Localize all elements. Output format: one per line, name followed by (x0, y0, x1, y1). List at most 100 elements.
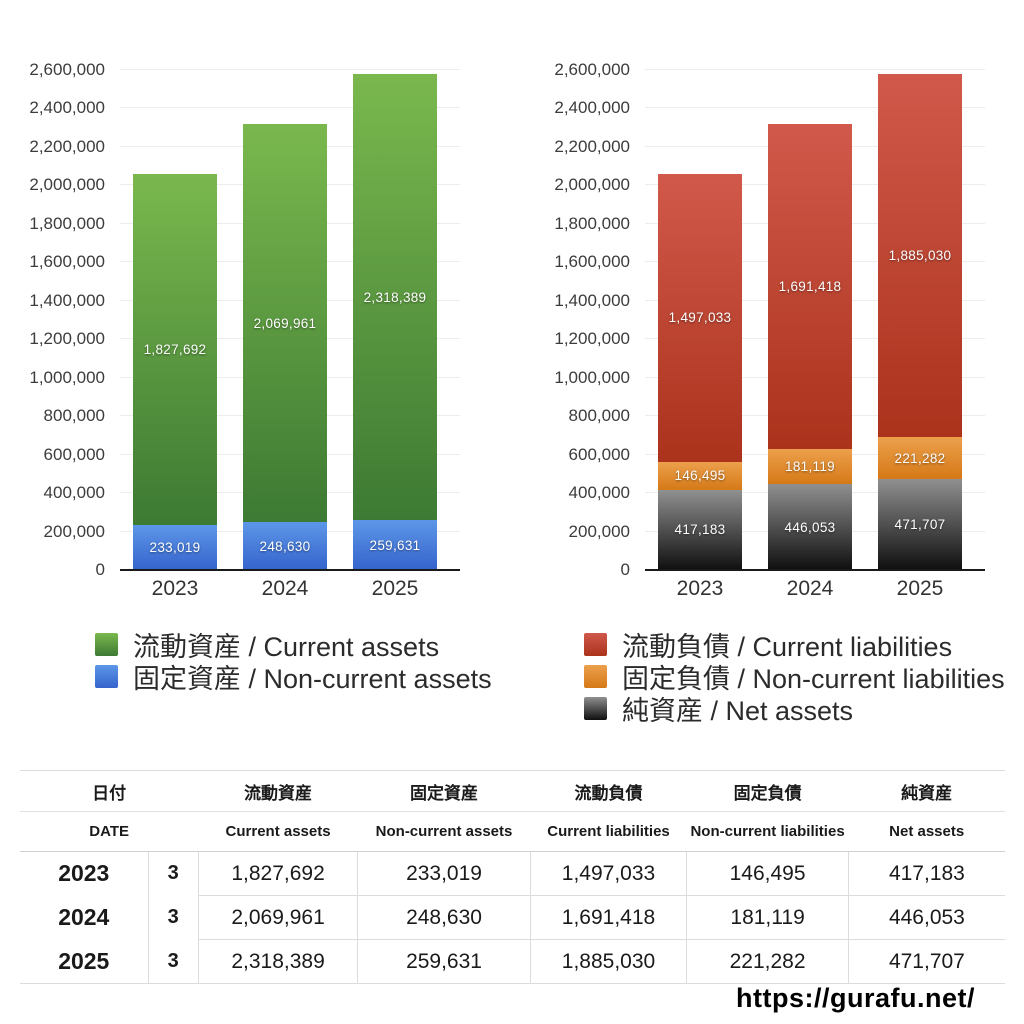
bar-segment: 259,631 (353, 520, 437, 570)
bar-value-label: 446,053 (784, 519, 836, 535)
legend-label-non-current-assets: 固定資産 / Non-current assets (133, 663, 492, 694)
assets-legend: 流動資産 / Current assets 固定資産 / Non-current… (95, 628, 492, 694)
x-tick-label: 2025 (896, 577, 944, 600)
cell-value-1: 233,019 (357, 851, 531, 896)
bar-segment: 417,183 (658, 489, 742, 570)
gridline (645, 107, 985, 109)
bar-segment: 181,119 (768, 449, 852, 485)
bar-value-label: 471,707 (894, 517, 946, 533)
bar-value-label: 259,631 (369, 537, 421, 553)
bar-segment: 146,495 (658, 461, 742, 490)
y-tick-label: 2,400,000 (29, 98, 105, 118)
header-en-2: Non-current assets (357, 811, 531, 852)
cell-value-4: 417,183 (888, 861, 965, 885)
y-tick-label: 1,800,000 (554, 213, 630, 233)
y-tick-label: 2,200,000 (29, 136, 105, 156)
bar-value-label: 1,885,030 (888, 248, 952, 263)
legend-label-current-assets: 流動資産 / Current assets (133, 631, 440, 662)
cell-value-4: 471,707 (848, 939, 1005, 984)
header-jp-3: 流動負債 (530, 770, 687, 812)
y-tick-label: 2,600,000 (554, 60, 630, 79)
cell-value-3: 181,119 (686, 895, 849, 940)
cell-value-0: 2,069,961 (198, 895, 359, 940)
header-en-0: DATE (20, 811, 199, 852)
y-tick-label: 0 (620, 560, 630, 579)
cell-value-2: 1,885,030 (530, 939, 688, 984)
bar-2023: 233,019 1,827,692 2023 (133, 70, 217, 600)
y-tick-label: 2,600,000 (29, 60, 105, 79)
y-tick-label: 800,000 (43, 406, 105, 426)
legend-label-current-liabilities: 流動負債 / Current liabilities (622, 631, 953, 662)
y-tick-label: 1,200,000 (554, 329, 630, 349)
cell-value-2: 1,497,033 (530, 851, 688, 896)
bar-stack: 248,630 2,069,961 (243, 124, 327, 570)
legend-item-non-current-liabilities: 固定負債 / Non-current liabilities (584, 660, 1005, 694)
bar-2024: 248,630 2,069,961 2024 (243, 70, 327, 600)
cell-value-0: 2,318,389 (198, 939, 359, 984)
y-tick-label: 200,000 (43, 521, 105, 541)
cell-year: 2023 (20, 851, 149, 896)
bar-2023: 417,183 146,495 1,497,033 2023 (658, 70, 742, 600)
legend-label-non-current-liabilities: 固定負債 / Non-current liabilities (622, 663, 1005, 694)
liabilities-stacked-bar-chart: 0 200,000 400,000 600,000 800,000 1,000,000 1,… (554, 60, 985, 600)
y-tick-label: 2,200,000 (554, 136, 630, 156)
y-tick-label: 600,000 (568, 444, 630, 464)
cell-month: 3 (148, 939, 199, 984)
site-url-link[interactable]: https://gurafu.net/ (736, 983, 975, 1013)
bar-value-label: 1,497,033 (668, 310, 732, 326)
x-tick-label: 2024 (261, 577, 309, 600)
table-header-japanese: 日付 流動資産 固定資産 流動負債 固定負債 純資産 (20, 770, 1005, 812)
bar-segment: 2,318,389 (353, 74, 437, 521)
data-table: 日付 流動資産 固定資産 流動負債 固定負債 純資産 DATE Current assets… (20, 770, 1005, 984)
y-tick-label: 1,000,000 (29, 367, 105, 387)
legend-swatch-non-current-liabilities (584, 664, 607, 688)
bar-2025: 259,631 2,318,389 2025 (353, 70, 437, 600)
header-en-1: Current assets (198, 811, 358, 852)
y-tick-label: 0 (95, 560, 105, 579)
bar-stack: 471,707 221,282 1,885,030 (878, 74, 962, 570)
bar-value-label: 146,495 (674, 468, 726, 484)
bar-segment: 1,691,418 (768, 124, 852, 450)
y-tick-label: 2,000,000 (29, 175, 105, 195)
bar-value-label: 1,827,692 (143, 341, 207, 357)
bar-value-label: 2,069,961 (253, 315, 317, 331)
cell-year: 2024 (20, 895, 149, 940)
gridline (120, 107, 460, 109)
legend-item-non-current-assets: 固定資産 / Non-current assets (95, 660, 492, 694)
bar-stack: 259,631 2,318,389 (353, 74, 437, 570)
y-tick-label: 400,000 (43, 483, 105, 503)
y-tick-label: 1,400,000 (29, 290, 105, 310)
bar-segment: 471,707 (878, 479, 962, 570)
header-jp-5: 純資産 (848, 770, 1005, 812)
header-en-5: Net assets (848, 811, 1005, 852)
y-tick-label: 1,800,000 (29, 213, 105, 233)
y-tick-label: 600,000 (43, 444, 105, 464)
header-jp-2: 固定資産 (357, 770, 531, 812)
cell-month: 3 (148, 895, 199, 940)
bar-2024: 446,053 181,119 1,691,418 2024 (768, 70, 852, 600)
x-tick-label: 2023 (676, 577, 724, 600)
table-row-2024: 2024 3 2,069,961 248,630 1,691,418 181,119 446… (20, 895, 1005, 940)
x-tick-label: 2023 (151, 577, 199, 600)
bar-value-label: 181,119 (785, 459, 835, 475)
cell-month: 3 (148, 851, 199, 896)
bar-segment: 233,019 (133, 525, 217, 570)
y-tick-label: 2,000,000 (554, 175, 630, 195)
legend-swatch-net-assets (584, 696, 607, 720)
legend-swatch-current-assets (95, 632, 118, 656)
y-tick-label: 400,000 (568, 483, 630, 503)
bar-value-label: 248,630 (259, 538, 311, 554)
bar-2025: 471,707 221,282 1,885,030 2025 (878, 70, 962, 600)
bar-stack: 233,019 1,827,692 (133, 173, 217, 570)
x-tick-label: 2024 (786, 577, 834, 600)
legend-swatch-current-liabilities (584, 632, 607, 656)
balance-sheet-table: 日付 流動資産 固定資産 流動負債 固定負債 純資産 DATE Current assets… (20, 770, 1005, 984)
cell-value-0: 1,827,692 (198, 851, 359, 896)
y-tick-label: 1,600,000 (29, 252, 105, 272)
legend-item-current-assets: 流動資産 / Current assets (95, 628, 492, 662)
cell-value-4: 446,053 (848, 895, 1005, 940)
header-jp-4: 固定負債 (686, 770, 849, 812)
y-tick-label: 2,400,000 (554, 98, 630, 118)
y-tick-label: 1,400,000 (554, 290, 630, 310)
table-row-2023: 2023 3 1,827,692 233,019 1,497,033 146,495 417… (20, 851, 1005, 896)
